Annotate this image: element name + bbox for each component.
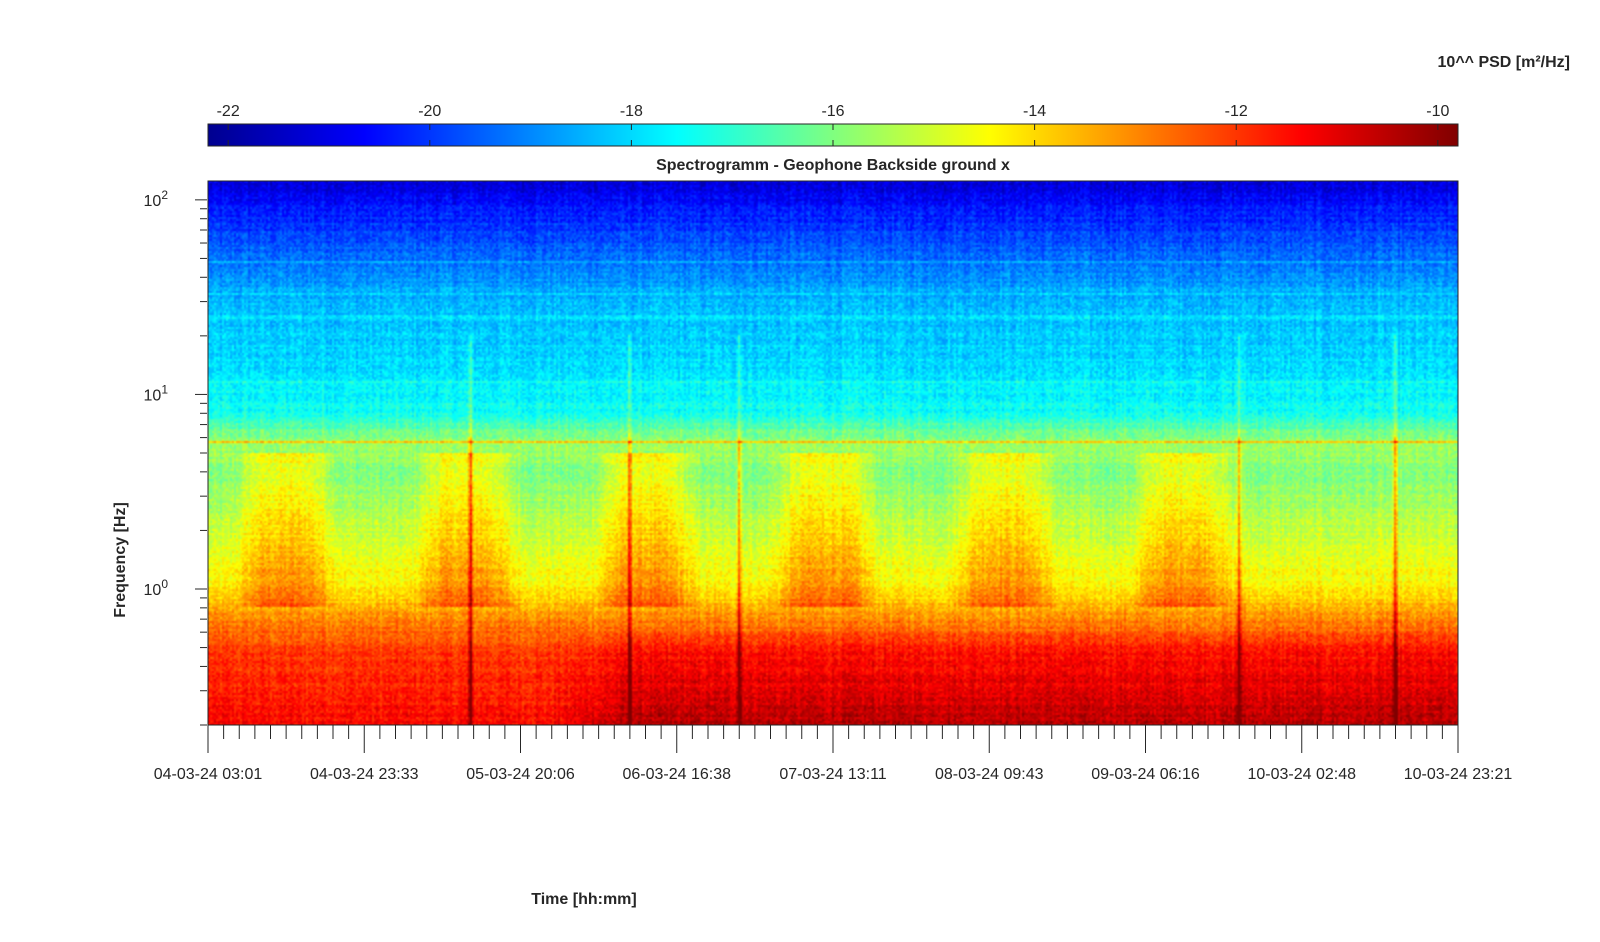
y-tick-label: 100 bbox=[144, 577, 169, 599]
colorbar-tick-label: -12 bbox=[1225, 103, 1248, 120]
x-tick-label: 10-03-24 23:21 bbox=[1404, 766, 1513, 783]
x-tick-label: 05-03-24 20:06 bbox=[466, 766, 575, 783]
x-axis: 04-03-24 03:01 04-03-24 23:33 05-03-24 20:… bbox=[154, 725, 1513, 783]
x-tick-label: 04-03-24 03:01 bbox=[154, 766, 263, 783]
colorbar-tick-label: -20 bbox=[418, 103, 441, 120]
x-tick-label: 09-03-24 06:16 bbox=[1091, 766, 1200, 783]
colorbar-tick-label: -16 bbox=[821, 103, 844, 120]
colorbar-ticks: -22 -20 -18 -16 -14 -12 -10 bbox=[217, 103, 1450, 146]
x-axis-label: Time [hh:mm] bbox=[531, 891, 636, 908]
x-tick-label: 10-03-24 02:48 bbox=[1247, 766, 1356, 783]
colorbar-tick-label: -22 bbox=[217, 103, 240, 120]
x-tick-label: 08-03-24 09:43 bbox=[935, 766, 1044, 783]
colorbar-label: 10^^ PSD [m²/Hz] bbox=[1438, 54, 1570, 71]
spectrogram-heatmap bbox=[208, 181, 1458, 725]
x-tick-label: 07-03-24 13:11 bbox=[779, 766, 886, 783]
spectrogram-plot-area bbox=[208, 181, 1458, 725]
x-tick-label: 06-03-24 16:38 bbox=[622, 766, 731, 783]
colorbar-tick-label: -14 bbox=[1023, 103, 1046, 120]
y-axis-label: Frequency [Hz] bbox=[112, 502, 129, 618]
y-axis: 100 101 102 bbox=[144, 188, 207, 726]
y-tick-label: 102 bbox=[144, 188, 169, 210]
chart-title: Spectrogramm - Geophone Backside ground … bbox=[656, 157, 1010, 174]
x-tick-label: 04-03-24 23:33 bbox=[310, 766, 419, 783]
colorbar-tick-label: -10 bbox=[1426, 103, 1449, 120]
y-tick-label: 101 bbox=[144, 382, 169, 404]
colorbar-tick-label: -18 bbox=[620, 103, 643, 120]
